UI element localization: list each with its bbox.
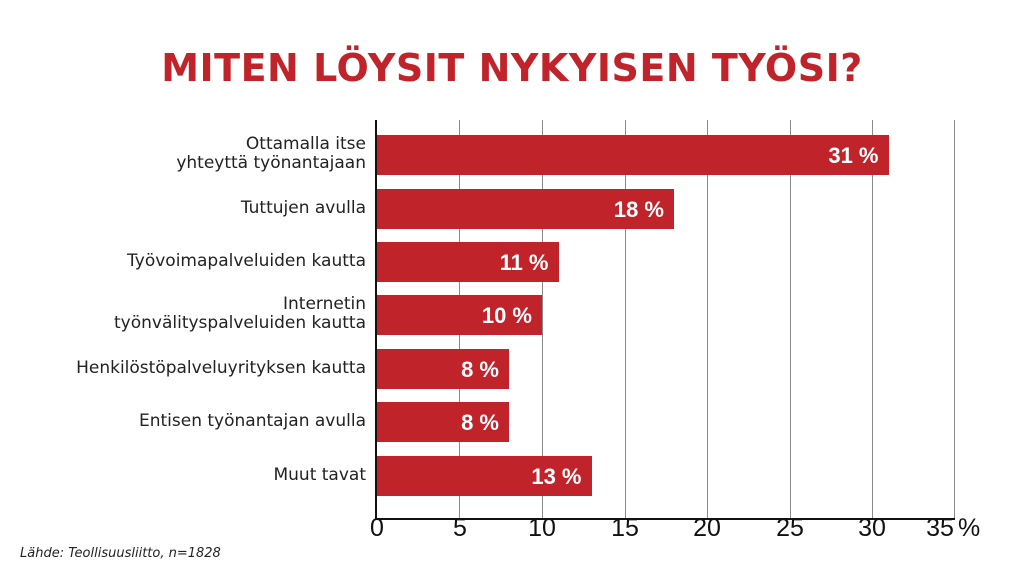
category-label: Internetin työnvälityspalveluiden kautta [114, 294, 366, 333]
x-tick-label: 25 [776, 514, 804, 542]
x-tick-label: 35 [926, 514, 954, 542]
bar-value-label: 11 % [499, 250, 549, 275]
category-label: Tuttujen avulla [240, 198, 366, 218]
bar-value-label: 18 % [613, 197, 664, 222]
category-label: Muut tavat [273, 465, 366, 485]
gridline [954, 120, 955, 518]
x-tick-label: 5 [453, 514, 467, 542]
gridline [542, 120, 543, 518]
category-label: Henkilöstöpalveluyrityksen kautta [76, 358, 366, 378]
gridline [790, 120, 791, 518]
gridline [872, 120, 873, 518]
bar: 18 % [377, 189, 674, 229]
chart-title: MITEN LÖYSIT NYKYISEN TYÖSI? [161, 46, 863, 90]
gridline [707, 120, 708, 518]
source-note: Lähde: Teollisuusliitto, n=1828 [20, 546, 221, 561]
bar: 11 % [377, 242, 559, 282]
bar-value-label: 8 % [461, 410, 499, 435]
x-tick-label: 15 [611, 514, 639, 542]
bar-value-label: 31 % [828, 143, 879, 168]
plot-area: 31 % 18 % 11 % 10 % 8 % 8 % 13 % [375, 120, 955, 520]
bar: 13 % [377, 456, 592, 496]
gridline [625, 120, 626, 518]
x-tick-label: 10 [528, 514, 556, 542]
bar-value-label: 13 % [531, 464, 582, 489]
x-axis-line [375, 518, 955, 520]
bar-value-label: 10 % [481, 303, 532, 328]
bar: 8 % [377, 402, 509, 442]
x-tick-label: 20 [693, 514, 721, 542]
bar: 8 % [377, 349, 509, 389]
category-label: Ottamalla itse yhteyttä työnantajaan [176, 134, 366, 173]
bar: 31 % [377, 135, 889, 175]
bar: 10 % [377, 295, 542, 335]
x-tick-label: 0 [370, 514, 384, 542]
category-label: Työvoimapalveluiden kautta [127, 251, 366, 271]
x-axis-unit: % [958, 514, 981, 542]
category-label: Entisen työnantajan avulla [138, 411, 366, 431]
y-axis-line [375, 120, 377, 518]
x-tick-label: 30 [858, 514, 886, 542]
bar-value-label: 8 % [461, 357, 499, 382]
